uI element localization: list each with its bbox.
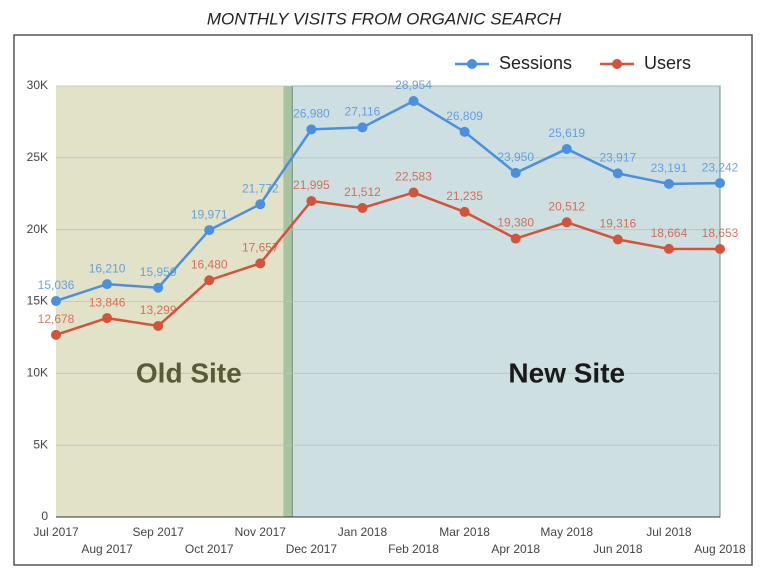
frame xyxy=(13,34,753,566)
y-tick-label: 30K xyxy=(27,78,48,92)
data-label: 18,653 xyxy=(702,226,739,240)
data-point xyxy=(255,258,266,269)
data-point xyxy=(715,178,725,189)
y-tick-label: 10K xyxy=(27,366,48,380)
data-point xyxy=(612,234,623,245)
x-tick-label: Feb 2018 xyxy=(388,542,439,556)
data-point xyxy=(510,167,521,178)
data-label: 26,980 xyxy=(293,107,330,121)
data-point xyxy=(408,96,419,107)
data-label: 15,036 xyxy=(38,278,75,292)
data-label: 19,380 xyxy=(497,216,534,230)
data-label: 26,809 xyxy=(446,109,483,123)
data-label: 23,191 xyxy=(651,161,688,175)
data-label: 12,678 xyxy=(38,312,75,326)
series-line xyxy=(55,99,721,303)
x-tick-label: Aug 2018 xyxy=(694,542,746,556)
data-point xyxy=(357,122,368,133)
data-point xyxy=(102,279,113,290)
data-point xyxy=(153,282,164,293)
data-point xyxy=(204,225,215,236)
data-label: 27,116 xyxy=(345,105,381,119)
x-tick-label: Jul 2017 xyxy=(33,525,79,539)
x-tick-label: Oct 2017 xyxy=(185,542,234,556)
y-tick-label: 15K xyxy=(27,294,48,308)
data-label: 18,664 xyxy=(651,226,688,240)
y-tick-label: 20K xyxy=(27,222,48,236)
data-point xyxy=(102,313,113,324)
x-tick-label: Mar 2018 xyxy=(439,525,490,539)
y-tick-label: 25K xyxy=(27,150,48,164)
x-tick-label: Jan 2018 xyxy=(338,525,388,539)
data-point xyxy=(510,233,521,244)
data-label: 15,959 xyxy=(140,265,177,279)
data-label: 21,995 xyxy=(293,178,330,192)
x-tick-label: Sep 2017 xyxy=(132,525,184,539)
data-label: 13,299 xyxy=(140,303,177,317)
legend-label: Users xyxy=(644,53,691,73)
x-tick-label: May 2018 xyxy=(540,525,593,539)
data-point xyxy=(715,244,725,255)
y-tick-label: 5K xyxy=(33,437,48,451)
data-label: 23,917 xyxy=(599,151,636,165)
x-tick-label: Dec 2017 xyxy=(286,542,338,556)
data-point xyxy=(306,196,317,207)
data-point xyxy=(459,206,470,217)
x-tick-label: Nov 2017 xyxy=(235,525,287,539)
data-label: 13,846 xyxy=(89,295,126,309)
annotation: New Site xyxy=(508,357,625,388)
data-label: 19,971 xyxy=(191,207,228,221)
data-point xyxy=(255,199,266,210)
x-tick-label: Jul 2018 xyxy=(646,525,692,539)
data-point xyxy=(612,168,623,179)
data-point xyxy=(663,243,674,254)
x-tick-label: Apr 2018 xyxy=(491,542,540,556)
chart-title: MONTHLY VISITS FROM ORGANIC SEARCH xyxy=(207,9,562,28)
data-point xyxy=(51,329,61,340)
data-point xyxy=(663,178,674,189)
data-point xyxy=(153,320,164,331)
data-label: 25,619 xyxy=(548,126,585,140)
data-label: 20,512 xyxy=(548,199,585,213)
legend-marker xyxy=(467,59,477,69)
data-point xyxy=(408,187,419,198)
y-tick-label: 0 xyxy=(41,509,48,523)
legend-label: Sessions xyxy=(499,53,572,73)
x-tick-label: Aug 2017 xyxy=(81,542,133,556)
series-line xyxy=(55,191,721,337)
data-point xyxy=(51,295,61,306)
data-label: 16,480 xyxy=(191,257,228,271)
data-point xyxy=(561,217,572,228)
data-point xyxy=(561,143,572,154)
annotation: Old Site xyxy=(136,357,242,388)
data-label: 21,512 xyxy=(344,185,381,199)
data-label: 23,242 xyxy=(702,160,739,174)
data-label: 17,657 xyxy=(242,240,279,254)
data-label: 23,950 xyxy=(497,150,534,164)
data-point xyxy=(306,124,317,135)
x-tick-label: Jun 2018 xyxy=(593,542,643,556)
data-label: 21,772 xyxy=(242,181,279,195)
legend-marker xyxy=(612,59,623,69)
data-point xyxy=(204,275,215,286)
data-label: 19,316 xyxy=(599,217,636,231)
data-label: 28,954 xyxy=(395,78,432,92)
data-label: 16,210 xyxy=(89,261,126,275)
data-point xyxy=(357,202,368,213)
data-label: 21,235 xyxy=(446,189,483,203)
data-point xyxy=(459,126,470,137)
data-label: 22,583 xyxy=(395,170,432,184)
